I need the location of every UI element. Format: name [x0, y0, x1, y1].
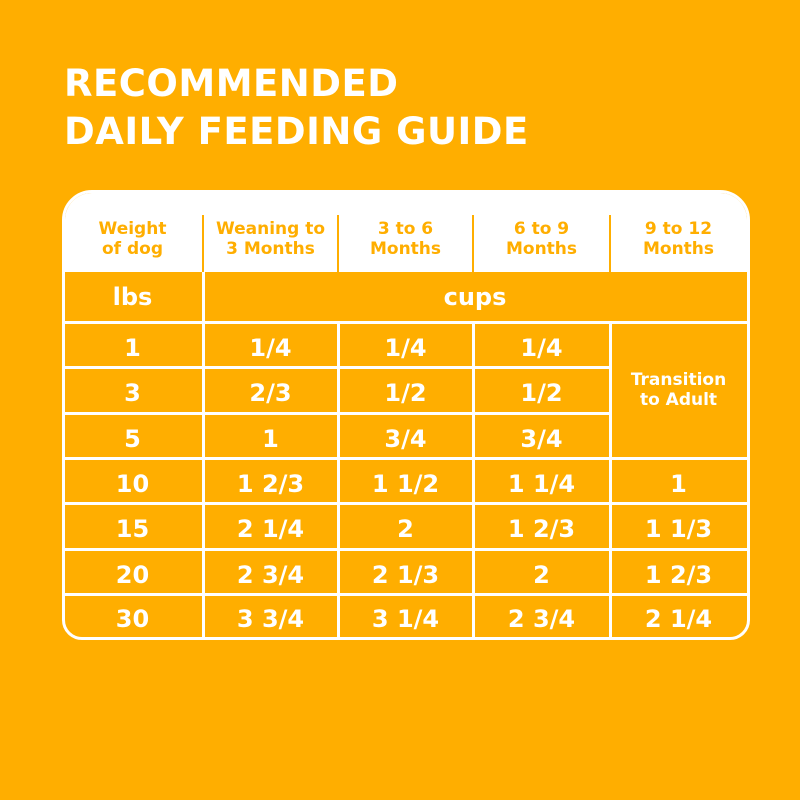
weight-cell: 5: [124, 424, 141, 453]
amount-cell: 3/4: [520, 424, 563, 453]
amount-cell: 3/4: [384, 424, 427, 453]
unit-label: lbs: [112, 283, 153, 311]
amount-cell: 1 1/2: [371, 469, 440, 498]
divider: [471, 322, 475, 637]
divider: [336, 322, 340, 637]
amount-cell: 3 3/4: [236, 604, 305, 633]
divider: [65, 501, 747, 505]
weight-cell: 3: [124, 379, 141, 407]
weight-cell: 1: [124, 333, 141, 362]
feeding-table: Weight of dog Weaning to 3 Months 3 to 6 M…: [62, 190, 750, 640]
divider: [65, 456, 747, 460]
amount-cell: 3 1/4: [371, 604, 440, 633]
amount-cell: 2/3: [249, 379, 292, 407]
header-background: [65, 193, 747, 272]
merged-cell: Transition to Adult: [630, 370, 727, 410]
divider: [608, 322, 612, 637]
amount-cell: 1 1/3: [644, 515, 713, 543]
amount-cell: 2 3/4: [507, 604, 576, 633]
column-header: Weight of dog: [98, 218, 167, 259]
header-divider: [609, 215, 611, 272]
amount-cell: 1: [670, 469, 687, 498]
amount-cell: 1 1/4: [507, 469, 576, 498]
column-header: 3 to 6 Months: [369, 218, 442, 259]
amount-cell: 2: [397, 515, 414, 543]
column-header: 9 to 12 Months: [642, 218, 715, 259]
divider: [65, 592, 747, 596]
divider: [65, 320, 747, 324]
column-header: Weaning to 3 Months: [215, 218, 326, 259]
amount-cell: 1: [262, 424, 279, 453]
amount-cell: 1/2: [384, 379, 427, 407]
divider: [65, 547, 747, 551]
amount-cell: 1/4: [384, 333, 427, 362]
divider: [201, 272, 205, 637]
amount-cell: 2 1/3: [371, 560, 440, 589]
weight-cell: 20: [115, 560, 150, 589]
divider: [65, 365, 610, 369]
weight-cell: 30: [115, 604, 150, 633]
amount-cell: 1 2/3: [644, 560, 713, 589]
amount-cell: 2: [533, 560, 550, 589]
title: DAILY FEEDING GUIDE: [64, 110, 529, 153]
amount-cell: 2 1/4: [644, 604, 713, 633]
column-header: 6 to 9 Months: [505, 218, 578, 259]
divider: [65, 411, 610, 415]
title: RECOMMENDED: [64, 62, 399, 105]
weight-cell: 15: [115, 515, 150, 543]
header-divider: [472, 215, 474, 272]
weight-cell: 10: [115, 469, 150, 498]
header-divider: [202, 215, 204, 272]
unit-label: cups: [443, 283, 507, 311]
amount-cell: 2 1/4: [236, 515, 305, 543]
amount-cell: 1/2: [520, 379, 563, 407]
amount-cell: 2 3/4: [236, 560, 305, 589]
amount-cell: 1 2/3: [507, 515, 576, 543]
amount-cell: 1/4: [520, 333, 563, 362]
amount-cell: 1/4: [249, 333, 292, 362]
amount-cell: 1 2/3: [236, 469, 305, 498]
header-divider: [337, 215, 339, 272]
